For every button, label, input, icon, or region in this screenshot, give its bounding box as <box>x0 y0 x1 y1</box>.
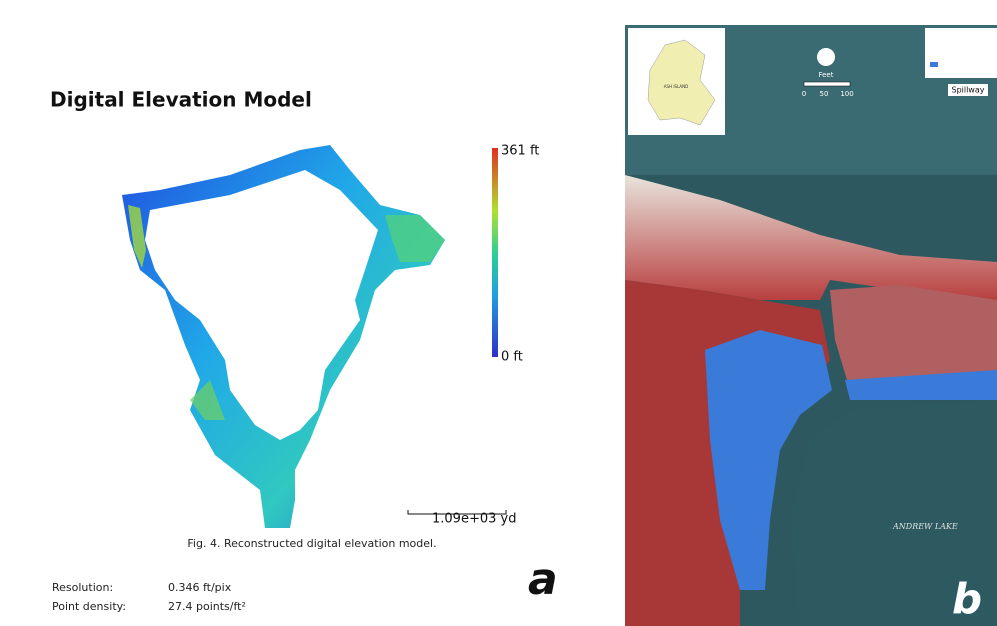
stat-value: 0.346 ft/pix <box>168 581 232 594</box>
caption: Fig. 4. Reconstructed digital elevation … <box>187 537 436 550</box>
stat-label: Point density: <box>52 600 126 613</box>
colorbar-min: 0 ft <box>501 350 523 365</box>
stat-label: Resolution: <box>52 581 113 594</box>
scale-tick: 0 <box>802 90 806 98</box>
figure: Digital Elevation Model 361 ft 0 ft 1.09… <box>0 0 997 626</box>
panel-b: ANDREW LAKE ASH ISLAND Feet 0 50 100 Spi… <box>625 25 997 626</box>
panel-label: a <box>528 554 558 605</box>
spillway-label: Spillway <box>951 86 984 95</box>
dem-surface <box>122 145 445 528</box>
colorbar-max: 361 ft <box>501 144 539 159</box>
stat-value: 27.4 points/ft² <box>168 600 246 613</box>
scale-tick: 100 <box>840 90 853 98</box>
legend-box <box>925 28 997 78</box>
title: Digital Elevation Model <box>50 88 312 112</box>
scale-tick: 50 <box>820 90 829 98</box>
colorbar <box>492 148 498 357</box>
legend-swatch <box>930 62 938 67</box>
panel-label: b <box>952 575 982 624</box>
inset-label: ASH ISLAND <box>664 84 688 89</box>
scale-title: Feet <box>818 71 833 79</box>
panel-a: Digital Elevation Model 361 ft 0 ft 1.09… <box>50 88 558 614</box>
lake-label: ANDREW LAKE <box>892 522 958 531</box>
map-scale-bar <box>804 82 850 86</box>
north-arrow <box>817 48 835 66</box>
scale-label: 1.09e+03 yd <box>432 512 516 527</box>
